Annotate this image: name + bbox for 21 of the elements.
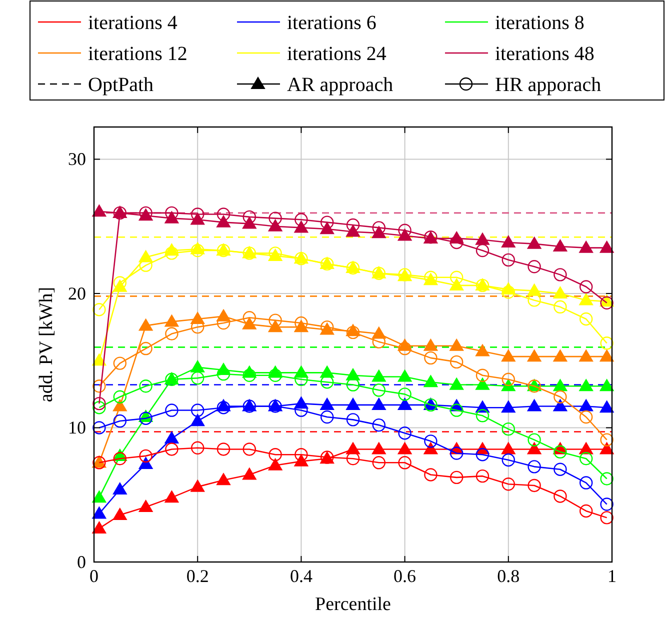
text: HR apporach: [495, 74, 602, 96]
y-tick-label: 0: [77, 552, 86, 572]
y-tick-label: 10: [68, 418, 86, 438]
legend-label: iterations 24: [287, 43, 386, 65]
x-tick-label: 1: [608, 566, 616, 586]
x-tick-label: 0.4: [290, 566, 312, 586]
legend-label: iterations 8: [495, 12, 584, 34]
y-tick-label: 30: [68, 149, 86, 170]
y-axis-title: add. PV [kWh]: [36, 286, 57, 402]
y-tick-label: 20: [68, 283, 86, 304]
legend-label: iterations 6: [287, 12, 376, 34]
legend-label: iterations 48: [495, 43, 594, 65]
text: OptPath: [88, 74, 154, 96]
text: AR approach: [287, 74, 394, 96]
x-axis-title: Percentile: [315, 594, 391, 615]
x-tick-label: 0.8: [497, 566, 520, 586]
x-tick-label: 0.6: [394, 566, 416, 586]
x-tick-label: 0: [90, 566, 98, 586]
legend-label: iterations 12: [88, 43, 188, 65]
legend-label: iterations 4: [88, 12, 178, 34]
x-tick-label: 0.2: [186, 566, 209, 586]
